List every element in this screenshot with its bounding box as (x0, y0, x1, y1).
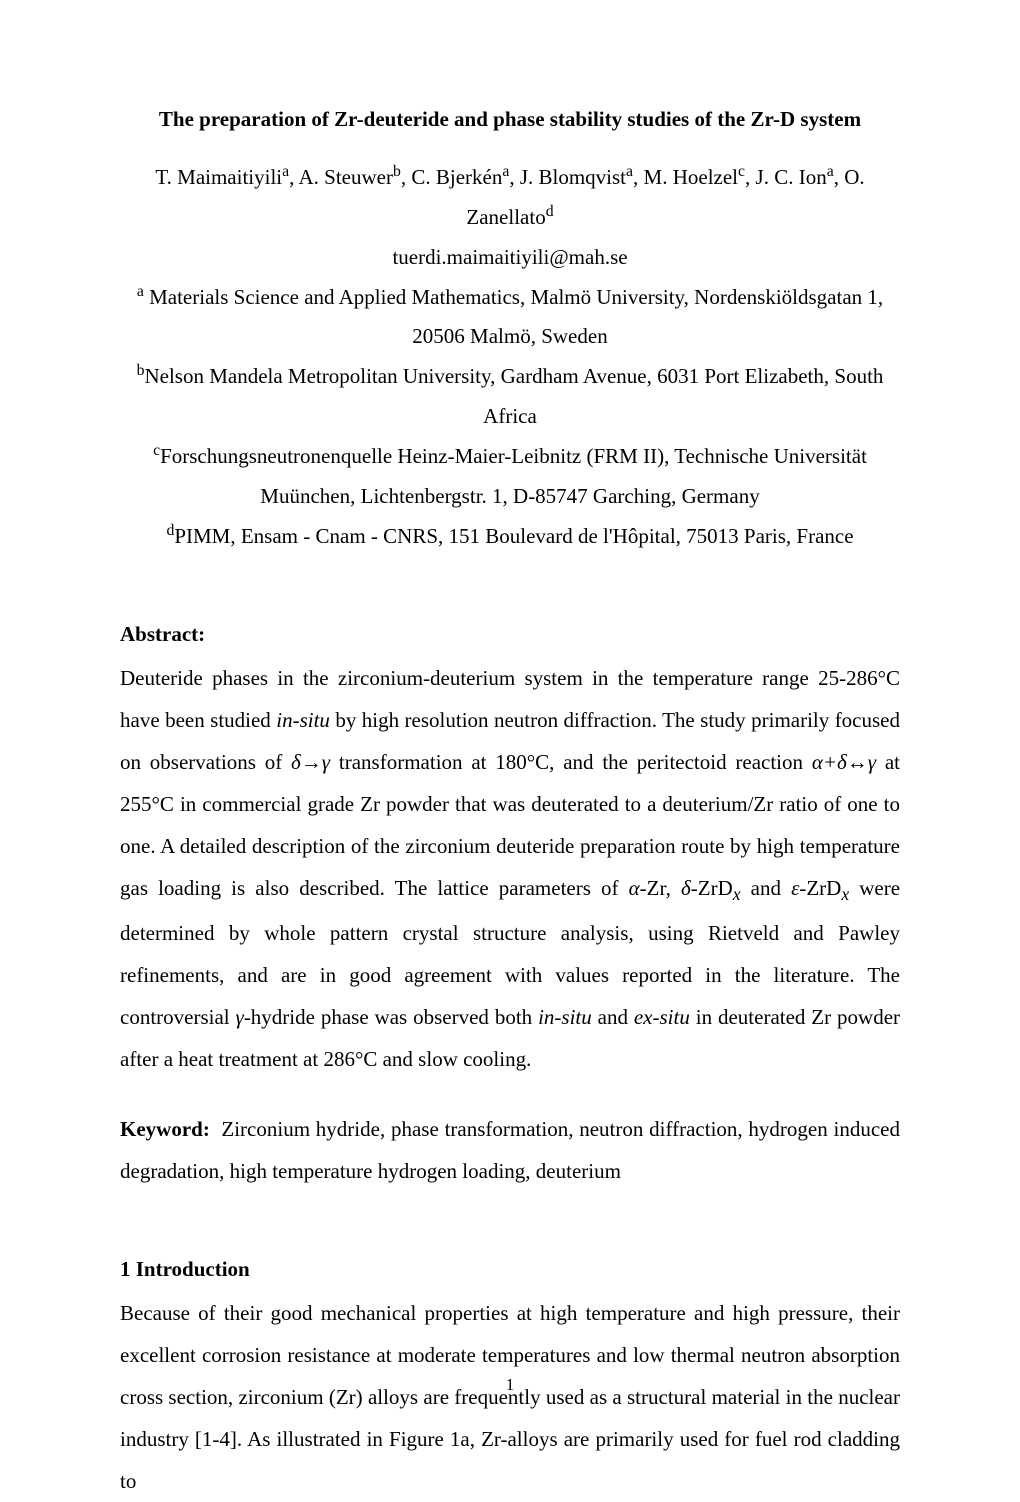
abstract-heading: Abstract: (120, 615, 900, 655)
page-number: 1 (0, 1369, 1020, 1401)
paper-title: The preparation of Zr-deuteride and phas… (120, 100, 900, 140)
affiliation-b: bNelson Mandela Metropolitan University,… (120, 357, 900, 437)
keywords-label: Keyword: (120, 1117, 210, 1141)
author-list: T. Maimaitiyilia, A. Steuwerb, C. Bjerké… (120, 158, 900, 238)
corresponding-email: tuerdi.maimaitiyili@mah.se (120, 238, 900, 278)
affiliation-a: a Materials Science and Applied Mathemat… (120, 278, 900, 358)
introduction-heading: 1 Introduction (120, 1250, 900, 1290)
affiliation-d: dPIMM, Ensam - Cnam - CNRS, 151 Boulevar… (120, 517, 900, 557)
abstract-text: Deuteride phases in the zirconium-deuter… (120, 657, 900, 1080)
keywords-text: Zirconium hydride, phase transformation,… (120, 1117, 900, 1183)
keywords-line: Keyword: Zirconium hydride, phase transf… (120, 1108, 900, 1192)
affiliation-c: cForschungsneutronenquelle Heinz-Maier-L… (120, 437, 900, 517)
